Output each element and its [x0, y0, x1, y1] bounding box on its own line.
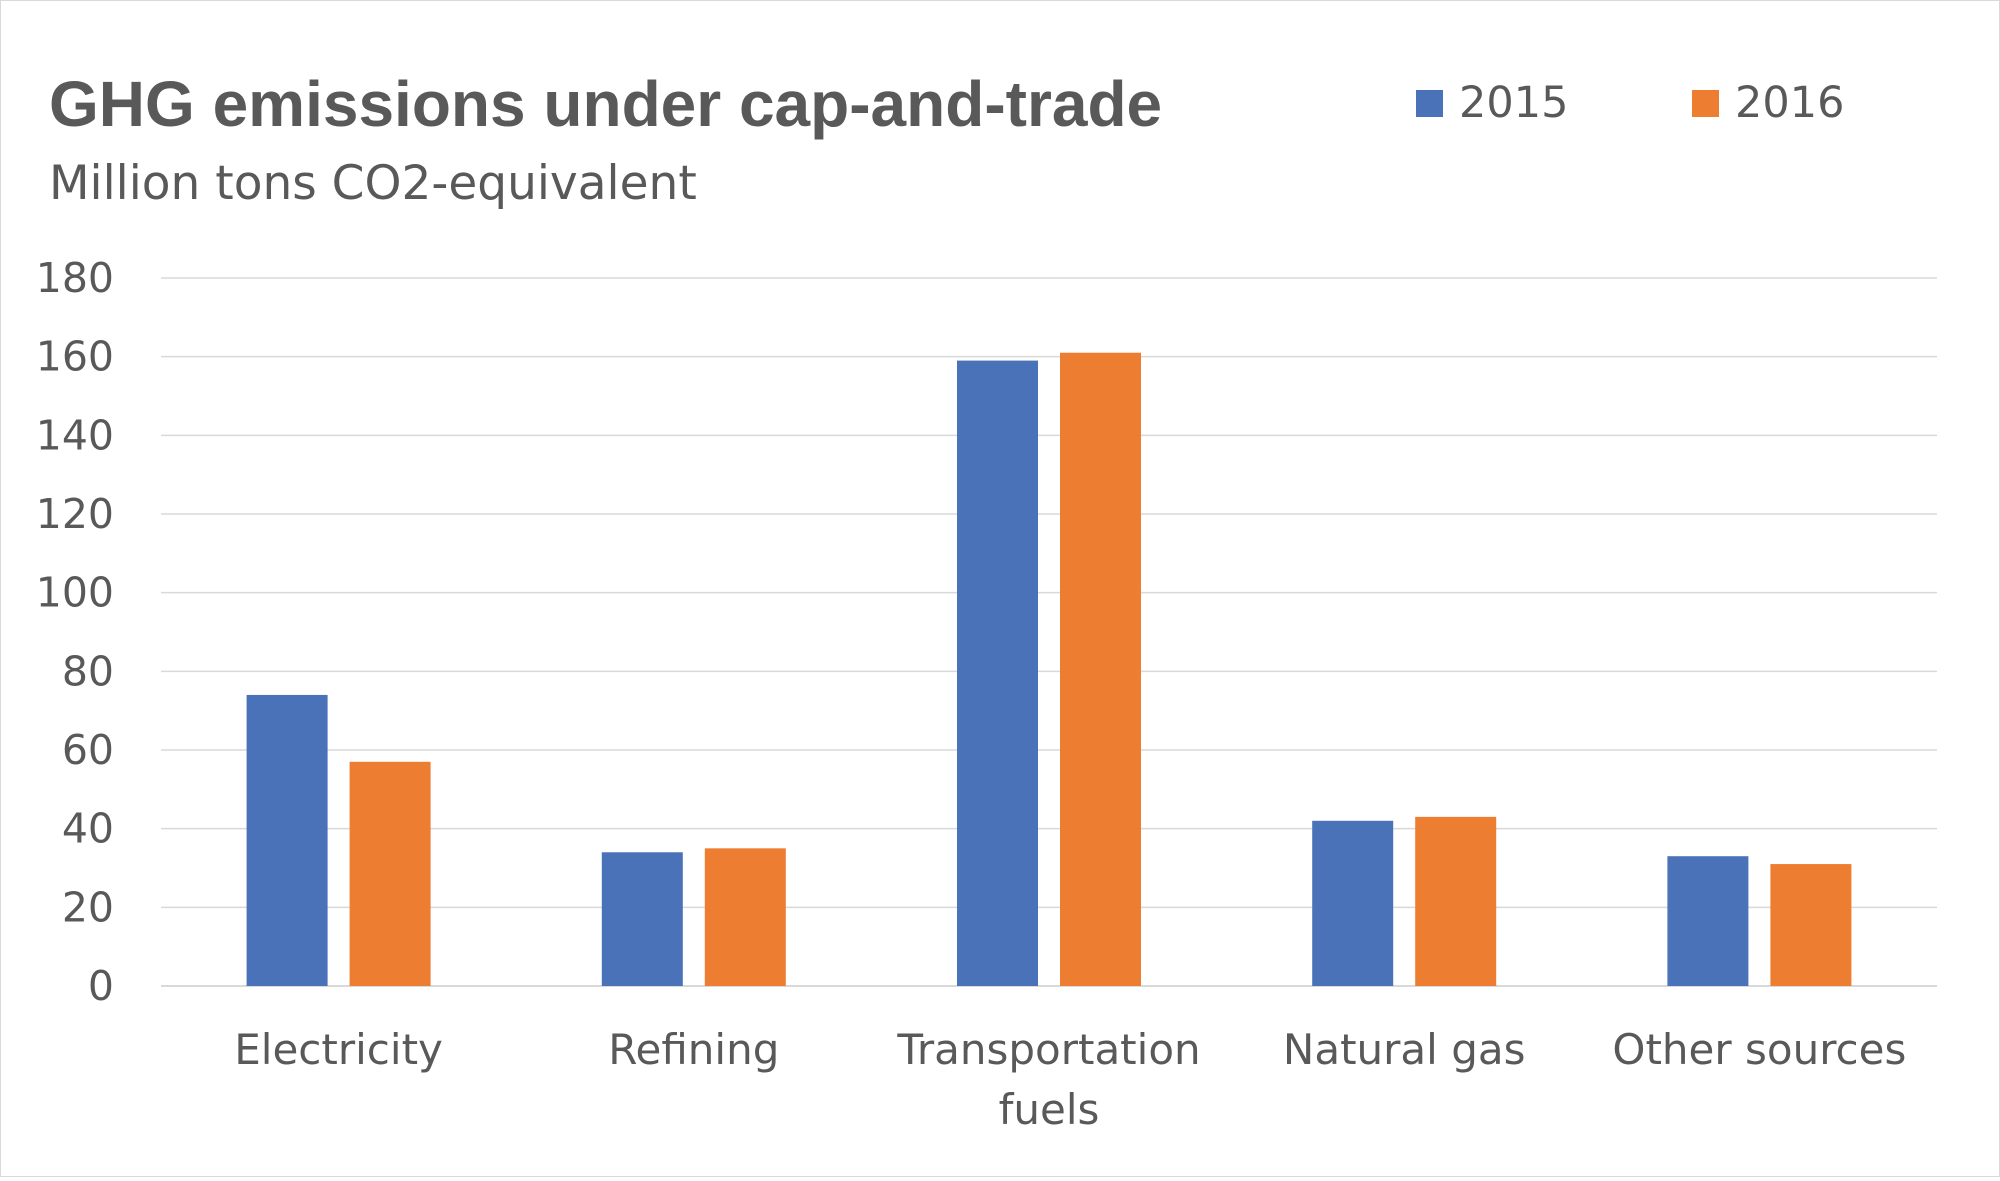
category-label: fuels	[999, 1085, 1100, 1134]
y-tick-label: 60	[62, 726, 114, 774]
bar-2016-electricity	[349, 761, 431, 986]
legend-label-2015: 2015	[1459, 78, 1568, 128]
legend-swatch-2015	[1416, 90, 1443, 117]
y-tick-label: 180	[36, 254, 114, 302]
bar-2015-natural-gas	[1312, 820, 1394, 986]
y-tick-label: 160	[36, 333, 114, 381]
category-label: Refining	[608, 1025, 779, 1074]
category-label: Transportation	[896, 1025, 1200, 1074]
bar-2015-electricity	[246, 694, 328, 986]
category-labels: Electricity Refining Transportation fuels Na…	[234, 1025, 1906, 1134]
y-axis-ticks: 0 20 40 60 80 100 120 140 160 180	[36, 254, 114, 1010]
category-label: Natural gas	[1283, 1025, 1526, 1074]
legend: 2015 2016	[1416, 78, 1844, 128]
legend-swatch-2016	[1692, 90, 1719, 117]
y-tick-label: 0	[88, 962, 114, 1010]
bar-2015-other-sources	[1667, 856, 1749, 986]
y-tick-label: 120	[36, 490, 114, 538]
category-label: Electricity	[234, 1025, 443, 1074]
bar-2016-transportation-fuels	[1060, 352, 1141, 986]
legend-label-2016: 2016	[1735, 78, 1844, 128]
bars	[246, 352, 1852, 987]
gridlines	[161, 277, 1937, 987]
bar-2016-other-sources	[1770, 864, 1852, 986]
y-tick-label: 100	[36, 569, 114, 617]
bar-2016-refining	[704, 848, 786, 986]
y-tick-label: 140	[36, 411, 114, 459]
bar-2016-natural-gas	[1415, 816, 1497, 986]
chart-title: GHG emissions under cap-and-trade	[49, 68, 1162, 140]
y-tick-label: 80	[62, 647, 114, 695]
bar-2015-transportation-fuels	[957, 360, 1038, 987]
y-tick-label: 40	[62, 805, 114, 853]
bar-2015-refining	[601, 852, 683, 986]
category-label: Other sources	[1612, 1025, 1906, 1074]
y-tick-label: 20	[62, 883, 114, 931]
chart-subtitle: Million tons CO2-equivalent	[49, 156, 697, 211]
